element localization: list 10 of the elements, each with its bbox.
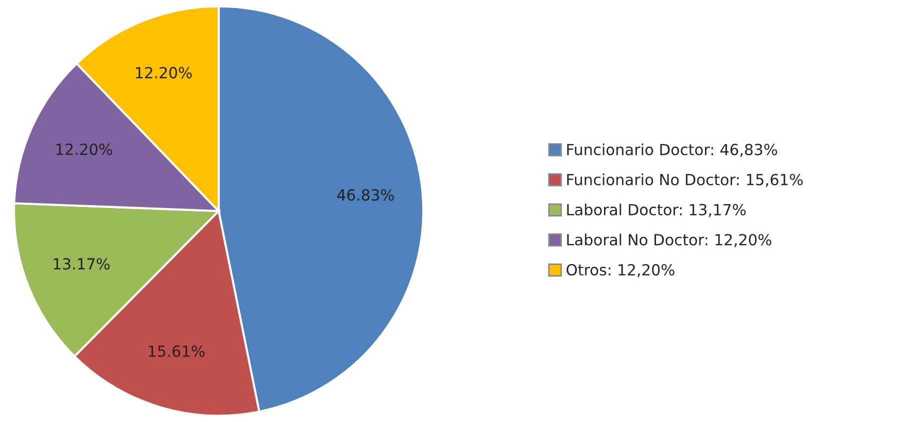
legend-label: Laboral No Doctor: 12,20% xyxy=(567,234,772,248)
legend-label: Funcionario No Doctor: 15,61% xyxy=(567,174,803,187)
data-label: 15.61% xyxy=(148,345,205,357)
legend-label: Laboral Doctor: 13,17% xyxy=(567,204,746,217)
data-label: 46.83% xyxy=(337,189,394,201)
legend-label: Funcionario Doctor: 46,83% xyxy=(567,143,778,157)
data-label: 12.20% xyxy=(56,144,112,156)
legend-label: Otros: 12,20% xyxy=(566,264,674,278)
data-label: 12.20% xyxy=(136,66,192,78)
data-label: 13.17% xyxy=(54,258,110,270)
